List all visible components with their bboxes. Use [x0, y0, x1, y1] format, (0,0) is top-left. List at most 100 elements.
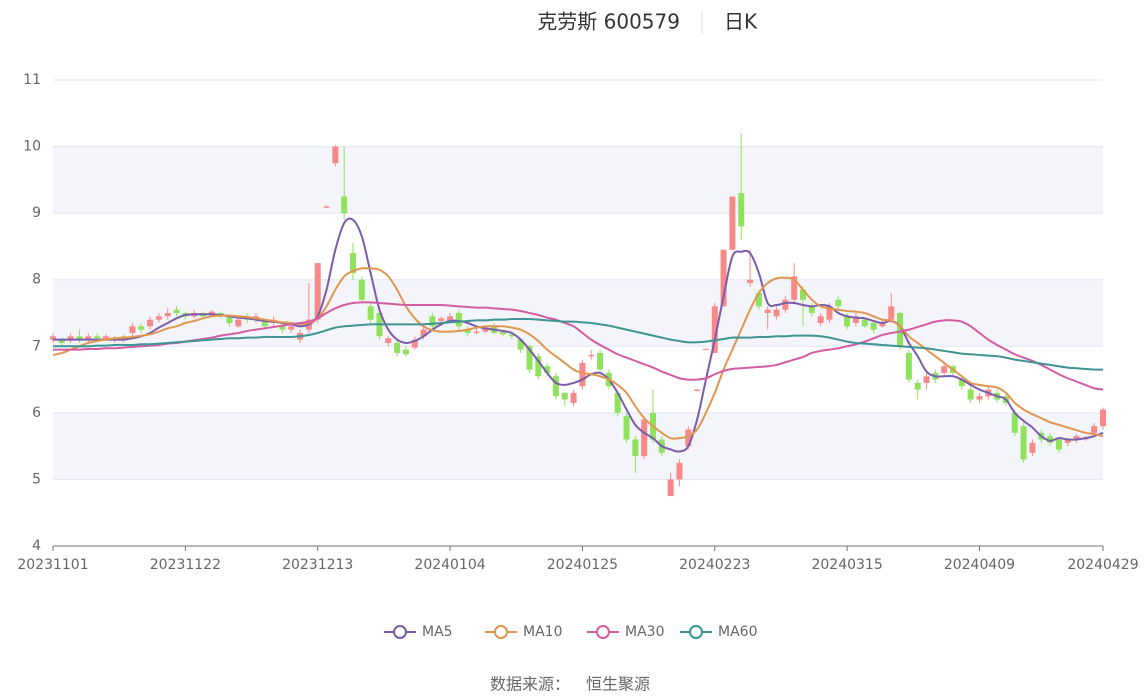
candle-body: [905, 352, 912, 380]
candle-body: [367, 306, 374, 320]
legend-label: MA30: [625, 624, 664, 640]
candle-body: [711, 306, 718, 353]
candle-body: [261, 320, 268, 327]
candle-body: [402, 349, 409, 355]
candle-body: [464, 329, 471, 333]
x-tick-label: 20240315: [811, 557, 882, 573]
x-tick-label: 20231122: [150, 557, 221, 573]
y-tick-label: 7: [32, 338, 41, 354]
candle-body: [508, 334, 515, 337]
y-tick-label: 11: [23, 72, 41, 88]
candle-body: [791, 276, 798, 300]
candle-body: [67, 336, 74, 340]
candle-body: [279, 326, 286, 330]
split-band: [53, 146, 1103, 214]
y-tick-label: 5: [32, 471, 41, 487]
legend-label: MA60: [718, 624, 757, 640]
candle-body: [1055, 439, 1062, 450]
candle-body: [85, 336, 92, 340]
candle-body: [411, 339, 418, 348]
candle-body: [58, 339, 65, 343]
ma-line: [52, 317, 1104, 371]
candle-body: [747, 279, 754, 284]
candle-body: [1100, 409, 1106, 427]
candle-body: [773, 309, 780, 317]
chart-title: 克劳斯 600579: [537, 10, 680, 34]
candle-body: [852, 316, 859, 323]
y-tick-label: 4: [32, 538, 41, 554]
source: 恒生聚源: [586, 675, 650, 694]
candle-body: [482, 327, 489, 332]
x-tick-label: 20240125: [547, 557, 618, 573]
candle-body: [155, 316, 162, 320]
candle-body: [1011, 412, 1018, 433]
candle-body: [526, 346, 533, 370]
ma-line: [52, 301, 1104, 391]
candle-body: [455, 313, 462, 327]
candle-body: [861, 319, 868, 327]
candle-body: [738, 193, 745, 227]
candle-body: [1073, 436, 1080, 440]
candle-body: [1047, 436, 1054, 443]
candle-body: [420, 329, 427, 337]
y-tick-label: 6: [32, 405, 41, 421]
candle-body: [720, 249, 727, 307]
candle-body: [129, 326, 136, 333]
split-band: [53, 412, 1103, 480]
candle-body: [976, 396, 983, 400]
candle-body: [50, 336, 56, 340]
candle-body: [879, 322, 886, 327]
legend-label: MA5: [422, 624, 453, 640]
candle-body: [473, 331, 480, 333]
candle-body: [817, 316, 824, 323]
candle-body: [835, 299, 842, 307]
legend-symbol: [596, 625, 610, 639]
candle-body: [808, 306, 815, 313]
source-label: 数据来源：: [490, 675, 570, 694]
chart-subtitle: 日K: [724, 10, 758, 34]
candle-body: [1020, 426, 1027, 460]
candle-body: [314, 263, 321, 320]
y-tick-label: 8: [32, 272, 41, 288]
legend-symbol: [393, 625, 407, 639]
candle-body: [235, 319, 242, 327]
candle-body: [958, 379, 965, 387]
candle-body: [1064, 439, 1071, 443]
candle-body: [588, 354, 595, 357]
candle-body: [1091, 426, 1098, 433]
legend-label: MA10: [523, 624, 562, 640]
candle-body: [350, 253, 356, 274]
x-tick-label: 20240104: [414, 557, 485, 573]
candle-body: [173, 309, 180, 313]
y-tick-label: 10: [23, 139, 41, 155]
candle-body: [1029, 442, 1036, 453]
candle-body: [561, 392, 568, 400]
candle-body: [552, 376, 559, 397]
candle-body: [941, 366, 948, 373]
y-tick-label: 9: [32, 205, 41, 221]
candle-body: [438, 318, 445, 321]
candle-body: [764, 309, 771, 313]
x-tick-label: 20231101: [17, 557, 88, 573]
candle-body: [967, 389, 974, 400]
candle-body: [800, 289, 806, 300]
candle-body: [147, 319, 154, 327]
candle-body: [676, 462, 683, 480]
candle-body: [579, 362, 586, 387]
legend-symbol: [689, 625, 703, 639]
candle-body: [535, 356, 542, 377]
ma-line: [52, 267, 1104, 440]
candle-body: [826, 306, 833, 320]
candle-body: [755, 293, 762, 307]
candle-body: [597, 352, 604, 370]
candle-body: [164, 313, 171, 317]
candle-body: [323, 206, 330, 208]
candle-body: [729, 196, 736, 250]
candle-body: [500, 331, 506, 335]
candle-body: [102, 336, 109, 339]
candle-body: [897, 313, 904, 347]
candle-body: [138, 326, 145, 330]
candle-body: [429, 316, 436, 327]
candle-body: [870, 322, 877, 330]
